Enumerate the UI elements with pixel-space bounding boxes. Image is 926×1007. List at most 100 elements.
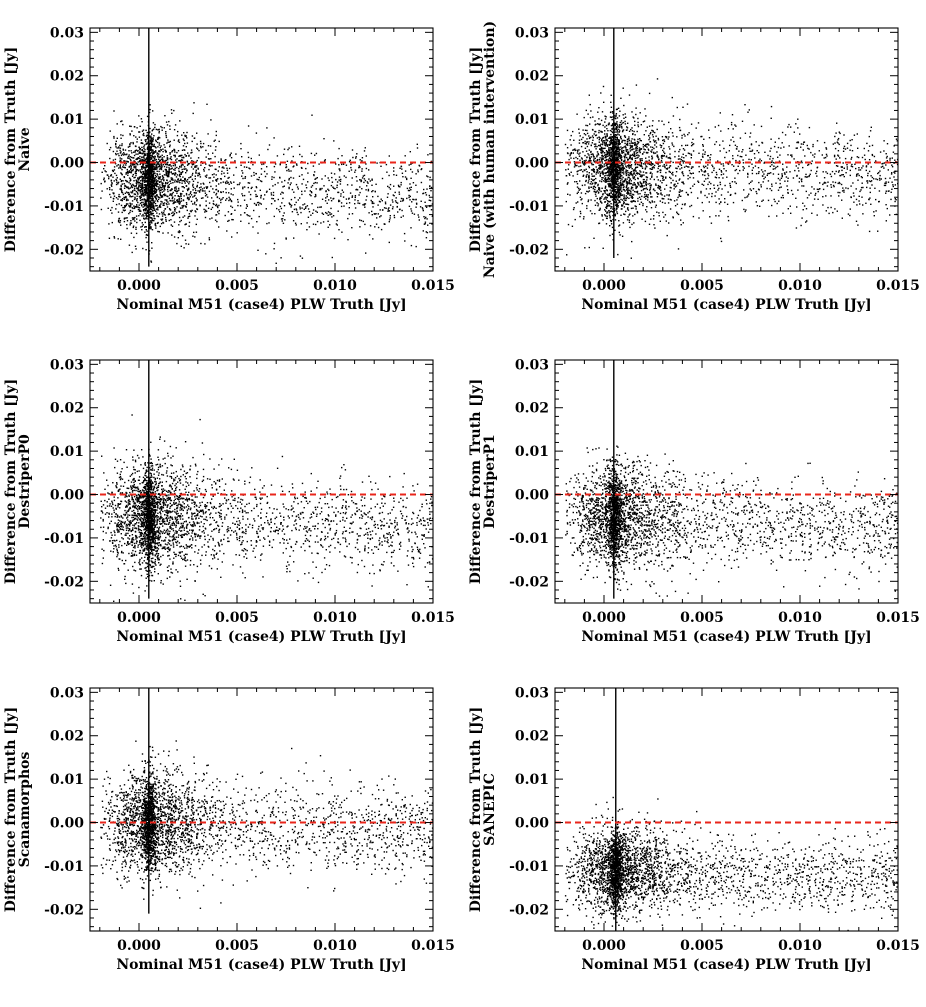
scatter-point (806, 220, 807, 221)
scatter-point (668, 195, 669, 196)
scatter-point (684, 149, 685, 150)
scatter-point (138, 182, 139, 183)
scatter-point (423, 210, 424, 211)
scatter-point (185, 243, 186, 244)
scatter-point (143, 177, 144, 178)
scatter-point (146, 167, 147, 168)
scatter-point (351, 169, 352, 170)
scatter-point (833, 143, 834, 144)
scatter-point (152, 229, 153, 230)
scatter-point (371, 185, 372, 186)
scatter-point (141, 121, 142, 122)
scatter-point (122, 212, 123, 213)
scatter-point (382, 209, 383, 210)
scatter-point (230, 206, 231, 207)
scatter-point (726, 177, 727, 178)
scatter-point (670, 128, 671, 129)
scatter-point (603, 86, 604, 87)
scatter-point (393, 167, 394, 168)
scatter-point (610, 136, 611, 137)
scatter-point (129, 212, 130, 213)
scatter-point (707, 173, 708, 174)
scatter-point (714, 144, 715, 145)
scatter-point (598, 203, 599, 204)
scatter-point (716, 172, 717, 173)
scatter-point (879, 178, 880, 179)
scatter-point (659, 215, 660, 216)
scatter-point (125, 217, 126, 218)
scatter-point (138, 161, 139, 162)
scatter-point (114, 236, 115, 237)
scatter-point (126, 181, 127, 182)
scatter-point (130, 224, 131, 225)
scatter-point (731, 122, 732, 123)
scatter-point (631, 180, 632, 181)
scatter-point (430, 190, 431, 191)
scatter-point (627, 207, 628, 208)
scatter-point (192, 135, 193, 136)
scatter-point (153, 203, 154, 204)
scatter-point (233, 174, 234, 175)
scatter-point (338, 164, 339, 165)
scatter-point (623, 88, 624, 89)
scatter-point (719, 203, 720, 204)
scatter-point (157, 207, 158, 208)
scatter-point (206, 156, 207, 157)
scatter-point (183, 247, 184, 248)
scatter-point (850, 140, 851, 141)
scatter-point (158, 132, 159, 133)
scatter-point (137, 150, 138, 151)
scatter-point (658, 139, 659, 140)
scatter-point (136, 200, 137, 201)
scatter-point (630, 129, 631, 130)
scatter-point (579, 140, 580, 141)
scatter-point (169, 198, 170, 199)
scatter-point (279, 177, 280, 178)
scatter-point (771, 205, 772, 206)
scatter-point (372, 203, 373, 204)
scatter-point (136, 163, 137, 164)
scatter-point (848, 213, 849, 214)
scatter-point (176, 167, 177, 168)
scatter-point (602, 125, 603, 126)
scatter-point (635, 208, 636, 209)
scatter-point (204, 243, 205, 244)
scatter-point (125, 193, 126, 194)
scatter-point (113, 136, 114, 137)
scatter-point (635, 175, 636, 176)
scatter-point (147, 165, 148, 166)
scatter-point (153, 215, 154, 216)
scatter-point (587, 146, 588, 147)
scatter-point (232, 219, 233, 220)
scatter-point (177, 135, 178, 136)
scatter-point (334, 173, 335, 174)
scatter-point (847, 166, 848, 167)
scatter-point (349, 207, 350, 208)
scatter-point (379, 216, 380, 217)
scatter-point (283, 215, 284, 216)
scatter-point (893, 186, 894, 187)
scatter-point (388, 208, 389, 209)
scatter-point (592, 183, 593, 184)
scatter-point (672, 97, 673, 98)
scatter-point (248, 125, 249, 126)
scatter-point (847, 143, 848, 144)
scatter-point (131, 196, 132, 197)
scatter-point (185, 240, 186, 241)
scatter-point (246, 208, 247, 209)
scatter-point (720, 184, 721, 185)
scatter-point (171, 224, 172, 225)
scatter-point (164, 115, 165, 116)
scatter-point (110, 197, 111, 198)
scatter-point (761, 186, 762, 187)
scatter-point (703, 149, 704, 150)
scatter-point (144, 184, 145, 185)
scatter-point (143, 135, 144, 136)
scatter-point (630, 192, 631, 193)
scatter-point (132, 142, 133, 143)
scatter-point (288, 187, 289, 188)
scatter-point (159, 231, 160, 232)
scatter-point (172, 197, 173, 198)
scatter-point (593, 164, 594, 165)
scatter-point (124, 206, 125, 207)
